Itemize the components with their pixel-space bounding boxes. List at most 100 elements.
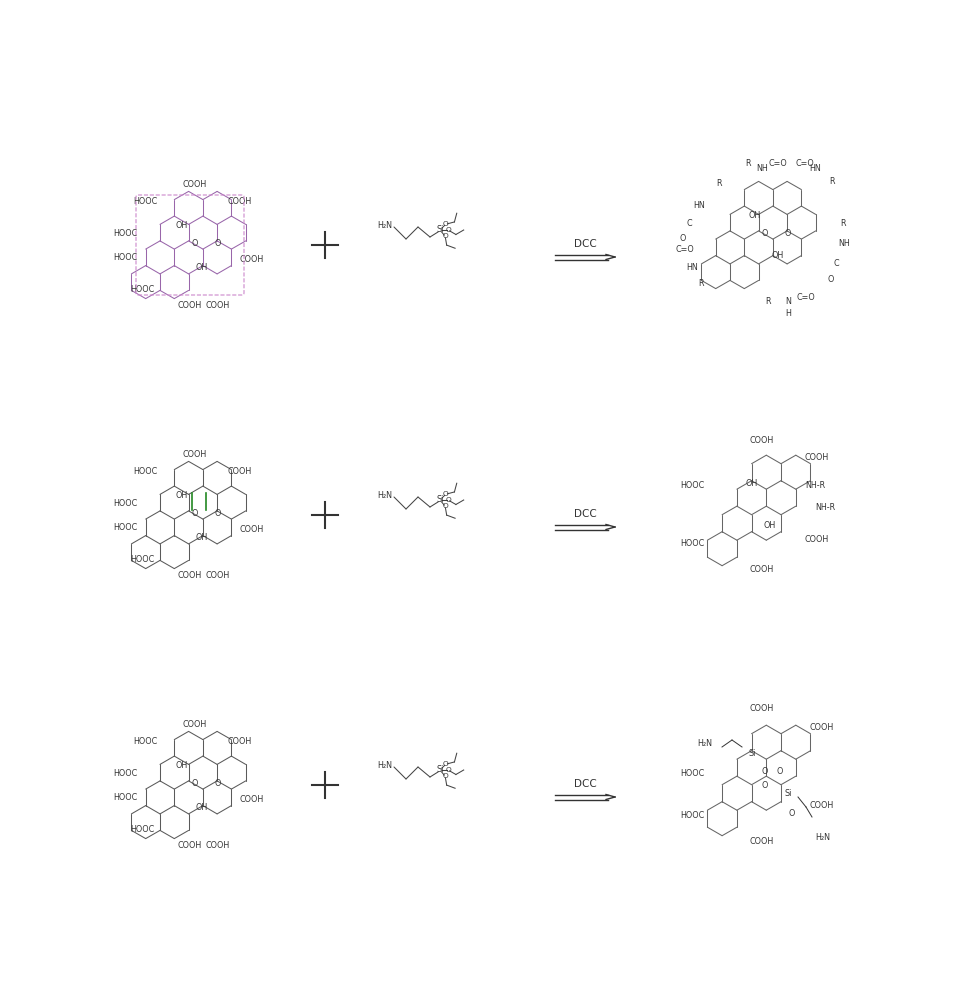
Text: O: O — [442, 503, 448, 509]
Text: O: O — [777, 766, 783, 776]
Text: H₂N: H₂N — [697, 738, 712, 748]
Text: R: R — [829, 176, 835, 186]
Text: Si: Si — [437, 495, 443, 504]
Text: Si: Si — [437, 766, 443, 775]
Text: OH: OH — [175, 760, 188, 770]
Text: H: H — [785, 309, 790, 318]
Text: DCC: DCC — [574, 509, 597, 519]
Text: HOOC: HOOC — [134, 196, 158, 206]
Text: OH: OH — [196, 802, 208, 812]
Text: O: O — [445, 497, 451, 503]
Text: O: O — [192, 239, 199, 248]
Text: HOOC: HOOC — [134, 466, 158, 476]
Text: OH: OH — [175, 490, 188, 499]
Text: COOH: COOH — [178, 301, 202, 310]
Text: COOH: COOH — [750, 436, 774, 445]
Text: Si: Si — [437, 225, 443, 234]
Text: HOOC: HOOC — [114, 229, 138, 237]
Text: Si: Si — [785, 788, 791, 798]
Text: OH: OH — [772, 251, 784, 260]
Text: O: O — [442, 491, 448, 497]
Text: H₂N: H₂N — [815, 832, 830, 842]
Text: O: O — [215, 778, 221, 788]
Text: O: O — [445, 767, 451, 773]
Text: C: C — [686, 219, 692, 228]
Text: O: O — [762, 780, 768, 790]
Text: COOH: COOH — [183, 720, 207, 729]
Text: HOOC: HOOC — [131, 824, 155, 834]
Text: COOH: COOH — [206, 841, 230, 850]
Text: O: O — [762, 229, 768, 238]
Text: R: R — [699, 278, 704, 288]
Text: COOH: COOH — [228, 466, 253, 476]
Text: COOH: COOH — [750, 704, 774, 713]
Text: HOOC: HOOC — [114, 768, 138, 778]
Text: O: O — [828, 275, 835, 284]
Text: C=O: C=O — [768, 159, 788, 168]
Text: COOH: COOH — [183, 180, 207, 189]
Text: NH: NH — [756, 164, 768, 173]
Text: COOH: COOH — [183, 450, 207, 459]
Text: COOH: COOH — [240, 526, 264, 534]
Text: HOOC: HOOC — [131, 284, 155, 294]
Text: HOOC: HOOC — [114, 498, 138, 508]
Text: DCC: DCC — [574, 239, 597, 249]
Text: C=O: C=O — [675, 244, 694, 253]
Text: O: O — [442, 773, 448, 779]
Text: HOOC: HOOC — [114, 792, 138, 802]
Text: DCC: DCC — [574, 779, 597, 789]
Text: OH: OH — [196, 532, 208, 542]
Text: O: O — [192, 509, 199, 518]
Text: OH: OH — [749, 211, 762, 220]
Text: HOOC: HOOC — [114, 252, 138, 261]
Text: O: O — [445, 227, 451, 233]
Text: HOOC: HOOC — [114, 522, 138, 532]
Text: HOOC: HOOC — [681, 810, 705, 820]
Text: R: R — [765, 297, 771, 306]
Text: COOH: COOH — [240, 255, 264, 264]
Text: COOH: COOH — [228, 196, 253, 206]
Text: O: O — [762, 766, 768, 776]
Text: R: R — [745, 159, 751, 168]
Text: H₂N: H₂N — [377, 221, 392, 230]
Text: O: O — [215, 239, 221, 248]
Text: H₂N: H₂N — [377, 761, 392, 770]
Text: C=O: C=O — [795, 159, 815, 168]
Text: COOH: COOH — [805, 536, 829, 544]
Text: HN: HN — [686, 263, 698, 272]
Text: O: O — [192, 778, 199, 788]
Text: R: R — [716, 178, 722, 188]
Text: O: O — [789, 808, 795, 818]
Text: Si: Si — [748, 748, 756, 758]
Text: COOH: COOH — [228, 736, 253, 746]
Text: C=O: C=O — [796, 293, 816, 302]
Text: HOOC: HOOC — [134, 736, 158, 746]
Text: N: N — [785, 297, 790, 306]
Text: HOOC: HOOC — [681, 538, 705, 548]
Text: OH: OH — [196, 262, 208, 271]
Text: HOOC: HOOC — [681, 481, 705, 489]
Text: HN: HN — [693, 201, 705, 210]
Text: O: O — [442, 221, 448, 227]
Text: O: O — [215, 509, 221, 518]
Text: NH-R: NH-R — [815, 502, 835, 512]
Text: O: O — [785, 229, 791, 238]
Text: R: R — [840, 219, 845, 228]
Text: OH: OH — [175, 221, 188, 230]
Text: COOH: COOH — [810, 722, 834, 732]
Text: OH: OH — [746, 479, 758, 488]
Text: COOH: COOH — [206, 301, 230, 310]
Text: NH-R: NH-R — [805, 481, 825, 489]
Text: O: O — [442, 233, 448, 239]
Text: COOH: COOH — [240, 796, 264, 804]
Text: O: O — [680, 234, 686, 243]
Text: COOH: COOH — [810, 800, 834, 810]
Text: O: O — [442, 761, 448, 767]
Text: COOH: COOH — [178, 571, 202, 580]
Text: COOH: COOH — [750, 837, 774, 846]
Text: H₂N: H₂N — [377, 490, 392, 499]
Text: COOH: COOH — [805, 452, 829, 462]
Text: C: C — [834, 259, 840, 268]
Text: OH: OH — [763, 521, 776, 530]
Text: COOH: COOH — [178, 841, 202, 850]
